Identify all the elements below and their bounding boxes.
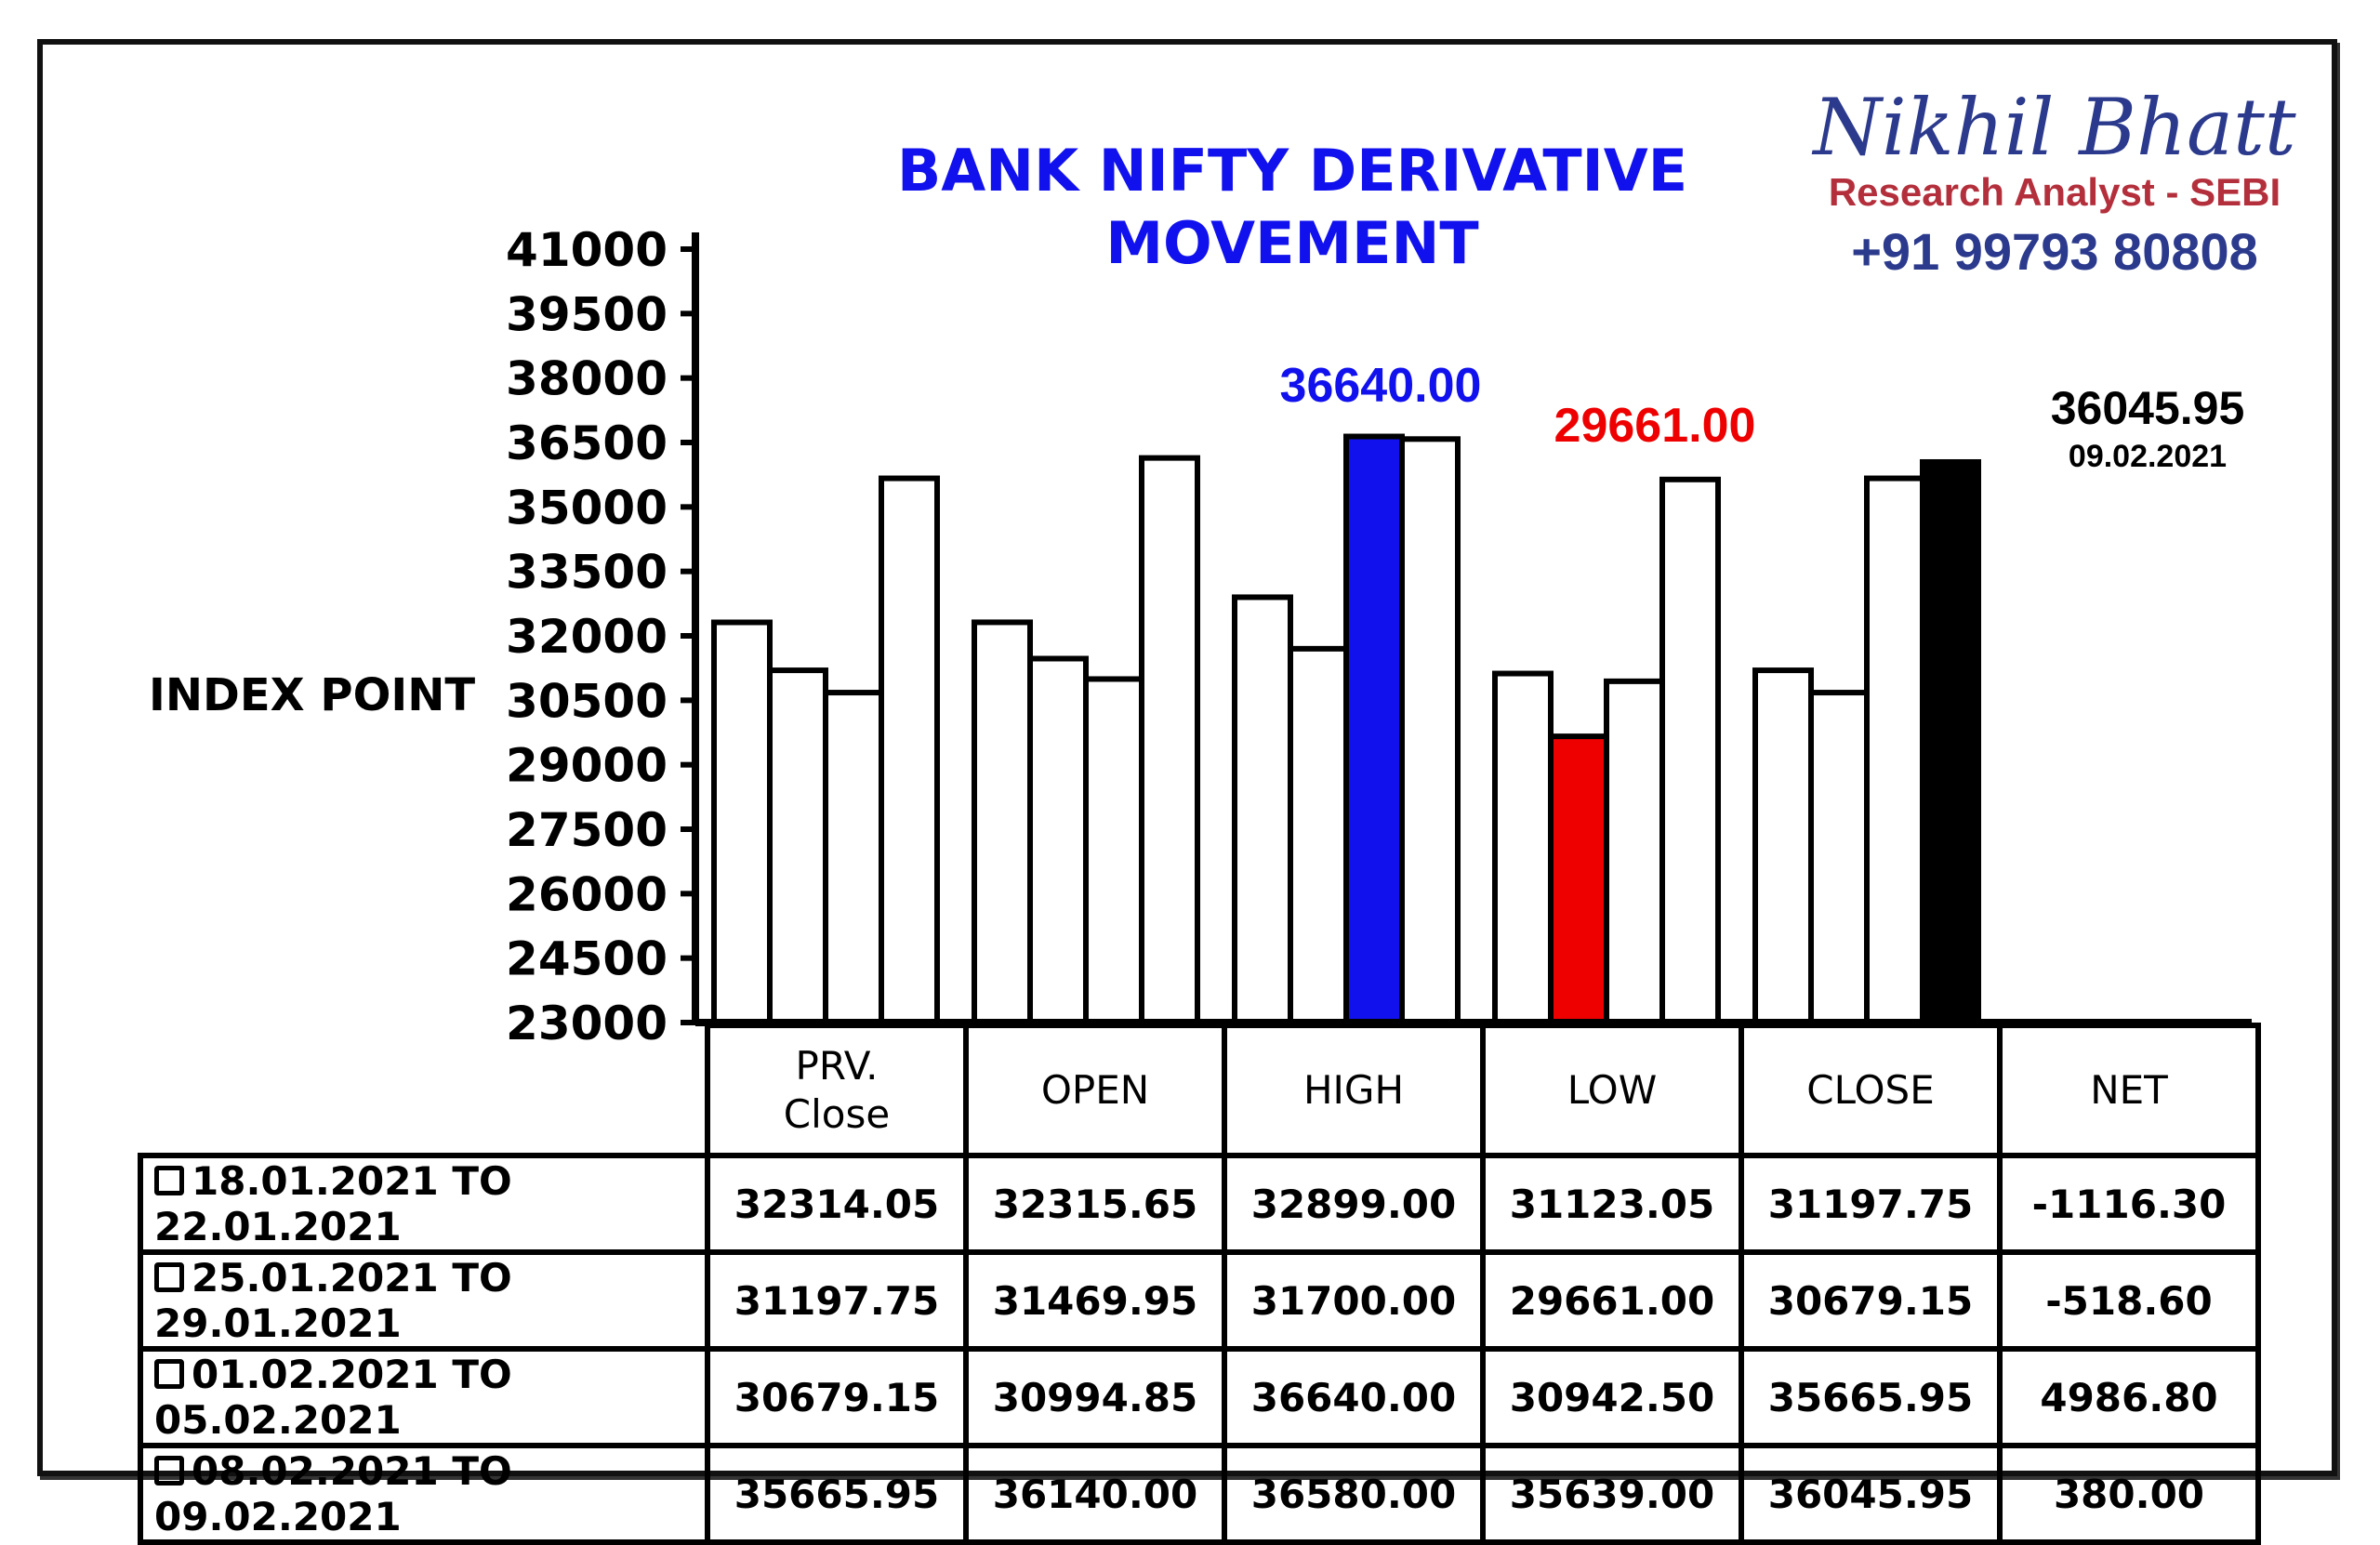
brand-role: Research Analyst - SEBI xyxy=(1828,170,2281,214)
y-tick-label: 29000 xyxy=(506,739,668,793)
bar xyxy=(1659,476,1721,1025)
y-tick-label: 35000 xyxy=(506,481,668,535)
cell-net: -518.60 xyxy=(1997,1249,2261,1352)
y-tick-label: 26000 xyxy=(506,867,668,921)
cell-high: 32899.00 xyxy=(1222,1153,1486,1255)
y-axis-label: INDEX POINT xyxy=(149,669,476,721)
y-tick-label: 24500 xyxy=(506,932,668,986)
header-open: OPEN xyxy=(963,1023,1227,1158)
close-date-callout: 09.02.2021 xyxy=(2068,439,2228,474)
bar xyxy=(972,619,1033,1026)
row-label: 18.01.2021 TO 22.01.2021 xyxy=(138,1153,710,1255)
y-tick-label: 38000 xyxy=(506,352,668,406)
cell-open: 36140.00 xyxy=(963,1443,1227,1545)
bar xyxy=(1492,670,1554,1026)
row-label: 01.02.2021 TO 05.02.2021 xyxy=(138,1346,710,1448)
cell-close: 36045.95 xyxy=(1739,1443,2003,1545)
bar xyxy=(1548,733,1609,1025)
bar xyxy=(1604,678,1665,1025)
cell-open: 31469.95 xyxy=(963,1249,1227,1352)
header-high: HIGH xyxy=(1222,1023,1486,1158)
chart-title-line-2: MOVEMENT xyxy=(1105,209,1479,277)
table-row: 01.02.2021 TO 05.02.2021 30679.15 30994.… xyxy=(138,1346,2261,1448)
bar xyxy=(1808,690,1870,1025)
cell-close: 35665.95 xyxy=(1739,1346,2003,1448)
cell-close: 30679.15 xyxy=(1739,1249,2003,1352)
bar xyxy=(879,475,940,1025)
header-net: NET xyxy=(1997,1023,2261,1158)
bar xyxy=(1139,455,1200,1025)
header-close: CLOSE xyxy=(1739,1023,2003,1158)
cell-low: 35639.00 xyxy=(1480,1443,1744,1545)
table-header-row: PRV. Close OPEN HIGH LOW CLOSE NET xyxy=(140,1023,2261,1158)
y-tick-label: 27500 xyxy=(506,803,668,857)
chart-title-line-1: BANK NIFTY DERIVATIVE xyxy=(896,137,1688,205)
bar xyxy=(1232,594,1293,1025)
cell-prv-close: 35665.95 xyxy=(705,1443,969,1545)
bar xyxy=(1752,667,1814,1025)
legend-key-icon xyxy=(154,1165,184,1195)
bar xyxy=(711,619,773,1025)
row-label-text: 18.01.2021 TO 22.01.2021 xyxy=(154,1158,512,1249)
cell-net: 380.00 xyxy=(1997,1443,2261,1545)
cell-prv-close: 32314.05 xyxy=(705,1153,969,1255)
row-label-text: 08.02.2021 TO 09.02.2021 xyxy=(154,1448,512,1539)
table-row: 18.01.2021 TO 22.01.2021 32314.05 32315.… xyxy=(138,1153,2261,1255)
y-tick-label: 36500 xyxy=(506,416,668,470)
table-corner xyxy=(140,1025,707,1155)
header-low: LOW xyxy=(1480,1023,1744,1158)
cell-close: 31197.75 xyxy=(1739,1153,2003,1255)
low-callout: 29661.00 xyxy=(1554,399,1756,453)
cell-prv-close: 30679.15 xyxy=(705,1346,969,1448)
cell-low: 31123.05 xyxy=(1480,1153,1744,1255)
row-label: 25.01.2021 TO 29.01.2021 xyxy=(138,1249,710,1352)
bar xyxy=(1920,458,1981,1026)
table-row: 08.02.2021 TO 09.02.2021 35665.95 36140.… xyxy=(138,1443,2261,1545)
high-callout: 36640.00 xyxy=(1279,359,1482,413)
bar xyxy=(767,667,828,1025)
cell-high: 36580.00 xyxy=(1222,1443,1486,1545)
header-prv-close: PRV. Close xyxy=(705,1023,969,1158)
y-tick-label: 39500 xyxy=(506,287,668,341)
row-label-text: 01.02.2021 TO 05.02.2021 xyxy=(154,1352,512,1443)
cell-low: 30942.50 xyxy=(1480,1346,1744,1448)
cell-open: 32315.65 xyxy=(963,1153,1227,1255)
legend-key-icon xyxy=(154,1358,184,1389)
cell-net: 4986.80 xyxy=(1997,1346,2261,1448)
bar xyxy=(1864,475,1925,1025)
cell-open: 30994.85 xyxy=(963,1346,1227,1448)
header-prv-close-l1: PRV. xyxy=(795,1043,879,1089)
y-tick-label: 30500 xyxy=(506,674,668,728)
cell-net: -1116.30 xyxy=(1997,1153,2261,1255)
y-tick-label: 32000 xyxy=(506,610,668,664)
y-tick-label: 41000 xyxy=(506,223,668,277)
brand-phone: +91 99793 80808 xyxy=(1851,222,2258,281)
close-callout: 36045.95 xyxy=(2050,382,2245,434)
row-label: 08.02.2021 TO 09.02.2021 xyxy=(138,1443,710,1545)
bar xyxy=(1343,433,1405,1026)
header-prv-close-l2: Close xyxy=(783,1091,891,1137)
bar xyxy=(1083,676,1144,1025)
cell-high: 36640.00 xyxy=(1222,1346,1486,1448)
legend-key-icon xyxy=(154,1455,184,1486)
cell-low: 29661.00 xyxy=(1480,1249,1744,1352)
y-tick-label: 33500 xyxy=(506,546,668,600)
chart-title: BANK NIFTY DERIVATIVE MOVEMENT xyxy=(837,135,1748,280)
y-tick-label: 23000 xyxy=(506,997,668,1050)
cell-high: 31700.00 xyxy=(1222,1249,1486,1352)
cell-prv-close: 31197.75 xyxy=(705,1249,969,1352)
legend-key-icon xyxy=(154,1261,184,1292)
row-label-text: 25.01.2021 TO 29.01.2021 xyxy=(154,1255,512,1346)
brand-name: Nikhil Bhatt xyxy=(1813,82,2296,173)
bar xyxy=(1399,436,1461,1025)
bar xyxy=(1288,645,1349,1025)
bar xyxy=(1027,655,1089,1025)
bar xyxy=(823,690,884,1025)
table-row: 25.01.2021 TO 29.01.2021 31197.75 31469.… xyxy=(138,1249,2261,1352)
data-table: PRV. Close OPEN HIGH LOW CLOSE NET 18.01.… xyxy=(138,1023,2261,1545)
